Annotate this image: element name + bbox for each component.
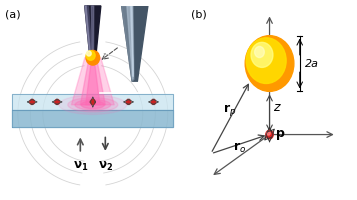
Polygon shape [71, 58, 114, 105]
Polygon shape [12, 110, 173, 127]
Circle shape [91, 99, 95, 104]
Text: 200nm: 200nm [109, 84, 129, 89]
Text: (a): (a) [5, 10, 21, 20]
Circle shape [87, 51, 91, 56]
Text: $\mathbf{r}_o$: $\mathbf{r}_o$ [233, 141, 246, 155]
Polygon shape [127, 6, 133, 79]
Ellipse shape [75, 100, 111, 110]
Circle shape [55, 99, 59, 104]
Text: $\mathbf{r}_p$: $\mathbf{r}_p$ [222, 102, 236, 118]
Circle shape [151, 99, 156, 104]
Circle shape [86, 51, 95, 60]
Circle shape [246, 38, 286, 83]
Polygon shape [85, 6, 92, 54]
Polygon shape [85, 6, 101, 54]
Circle shape [30, 99, 35, 104]
Circle shape [266, 130, 273, 139]
Polygon shape [80, 62, 105, 105]
Ellipse shape [68, 98, 118, 112]
Polygon shape [131, 6, 134, 76]
Polygon shape [86, 65, 100, 105]
Text: (b): (b) [191, 10, 206, 20]
Polygon shape [12, 94, 173, 110]
Circle shape [267, 131, 270, 135]
Circle shape [86, 50, 100, 65]
Polygon shape [91, 6, 94, 54]
Circle shape [126, 99, 131, 104]
Polygon shape [122, 6, 148, 81]
Text: $\mathbf{p}$: $\mathbf{p}$ [275, 128, 286, 142]
Circle shape [255, 46, 264, 58]
Text: 2a: 2a [305, 59, 319, 69]
Polygon shape [85, 6, 91, 54]
Circle shape [251, 42, 273, 67]
Polygon shape [122, 6, 134, 81]
Text: z: z [273, 101, 280, 114]
Ellipse shape [81, 101, 105, 109]
Circle shape [245, 36, 294, 91]
Ellipse shape [59, 95, 127, 114]
Text: $\mathbf{\nu_1}$: $\mathbf{\nu_1}$ [72, 160, 88, 173]
Text: $\mathbf{\nu_2}$: $\mathbf{\nu_2}$ [98, 160, 113, 173]
